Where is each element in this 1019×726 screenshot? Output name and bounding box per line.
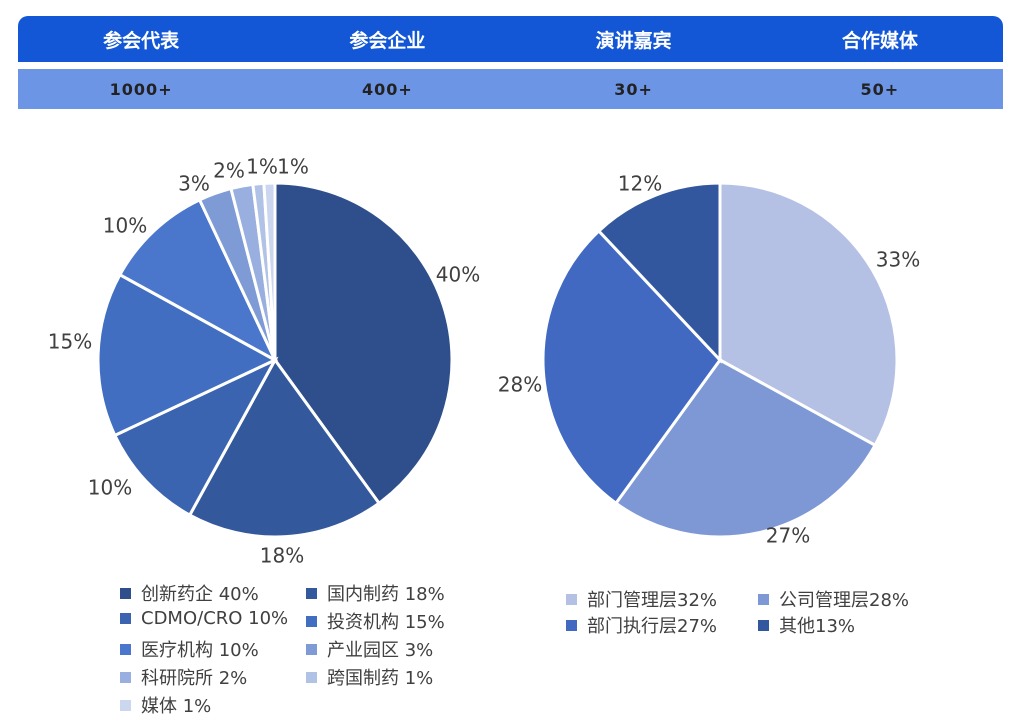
attendee-type-legend-label-2: CDMO/CRO 10% [141, 608, 289, 629]
attendee-type-data-label-1: 18% [260, 544, 304, 568]
position-level-slice-0 [718, 181, 899, 448]
attendee-type-legend-swatch-4 [120, 643, 131, 655]
stats-header-media: 合作媒体 [841, 29, 918, 52]
position-level-slice-3 [596, 181, 722, 364]
attendee-type-legend-swatch-0 [120, 587, 131, 599]
attendee-type-legend-label-6: 科研院所 2% [141, 668, 248, 689]
attendee-type-legend-label-3: 投资机构 15% [327, 612, 445, 633]
attendee-type-slice-2 [112, 356, 279, 518]
position-level-legend-item-2: 部门执行层27% [566, 612, 717, 638]
attendee-type-legend-item-3: 投资机构 15% [306, 608, 445, 634]
attendee-type-legend-swatch-2 [120, 613, 131, 624]
position-level-legend-swatch-3 [758, 619, 769, 631]
position-level-slice-1 [613, 358, 878, 539]
position-level-data-label-0: 33% [876, 248, 920, 272]
attendee-type-legend-swatch-3 [306, 615, 317, 627]
attendee-type-data-label-8: 1% [277, 155, 309, 179]
stats-header-row: 参会代表 参会企业 演讲嘉宾 合作媒体 [18, 16, 1003, 62]
attendee-type-legend-label-1: 国内制药 18% [327, 584, 445, 605]
attendee-type-slice-8 [262, 181, 277, 361]
stats-value-media: 50+ [860, 79, 900, 99]
position-level-legend-label-0: 部门管理层32% [587, 590, 718, 611]
position-level-data-label-2: 28% [498, 373, 542, 397]
stats-value-companies: 400+ [361, 79, 413, 99]
position-level-data-label-3: 12% [618, 172, 662, 196]
position-level-data-label-1: 27% [766, 524, 810, 548]
position-level-legend-swatch-1 [758, 593, 769, 605]
attendee-type-legend-item-8: 媒体 1% [120, 692, 211, 718]
attendee-type-legend-label-0: 创新药企 40% [141, 584, 259, 605]
position-level-legend-swatch-0 [566, 593, 577, 605]
attendee-type-legend-swatch-8 [120, 699, 131, 711]
attendee-type-legend-item-4: 医疗机构 10% [120, 636, 259, 662]
attendee-type-data-label-7: 1% [246, 155, 278, 179]
attendee-type-legend-swatch-5 [306, 643, 317, 655]
stats-header-speakers: 演讲嘉宾 [595, 29, 672, 52]
attendee-type-legend-label-4: 医疗机构 10% [141, 640, 259, 661]
stats-value-attendees: 1000+ [109, 79, 173, 99]
attendee-type-legend-item-1: 国内制药 18% [306, 580, 445, 606]
position-level-legend-item-3: 其他13% [758, 612, 855, 638]
stats-header-companies: 参会企业 [349, 29, 426, 52]
stats-value-row: 1000+ 400+ 30+ 50+ [18, 69, 1003, 109]
attendee-type-legend-item-2: CDMO/CRO 10% [120, 608, 288, 629]
attendee-type-data-label-3: 15% [48, 330, 92, 354]
attendee-type-data-label-6: 2% [213, 159, 245, 183]
position-level-legend-item-0: 部门管理层32% [566, 586, 717, 612]
attendee-type-legend-label-7: 跨国制药 1% [327, 668, 434, 689]
position-level-legend-swatch-2 [566, 619, 577, 631]
position-level-legend-label-1: 公司管理层28% [779, 590, 910, 611]
attendee-type-legend-item-7: 跨国制药 1% [306, 664, 433, 690]
attendee-type-legend-swatch-6 [120, 671, 131, 683]
attendee-type-legend-swatch-7 [306, 671, 317, 683]
attendee-type-data-label-4: 10% [103, 214, 147, 238]
attendee-type-data-label-5: 3% [178, 172, 210, 196]
attendee-type-data-label-0: 40% [436, 263, 480, 287]
attendee-type-legend-item-6: 科研院所 2% [120, 664, 247, 690]
attendee-type-legend-label-5: 产业园区 3% [327, 640, 434, 661]
attendee-type-data-label-2: 10% [88, 476, 132, 500]
position-level-slice-2 [541, 228, 722, 506]
attendee-type-slice-3 [96, 272, 279, 438]
attendee-type-legend-swatch-1 [306, 587, 317, 599]
attendee-type-slice-1 [187, 357, 382, 539]
position-level-legend-label-2: 部门执行层27% [587, 616, 718, 637]
position-level-legend-label-3: 其他13% [779, 616, 856, 637]
stats-value-speakers: 30+ [614, 79, 653, 99]
attendee-type-slice-4 [117, 197, 279, 364]
attendee-type-legend-label-8: 媒体 1% [141, 696, 212, 717]
stats-header-attendees: 参会代表 [103, 29, 180, 52]
attendee-type-legend-item-0: 创新药企 40% [120, 580, 259, 606]
attendee-type-slice-0 [273, 181, 454, 506]
position-level-legend-item-1: 公司管理层28% [758, 586, 909, 612]
attendee-type-legend-item-5: 产业园区 3% [306, 636, 433, 662]
stats-table: 参会代表 参会企业 演讲嘉宾 合作媒体 1000+ 400+ 30+ 50+ [18, 16, 1003, 109]
